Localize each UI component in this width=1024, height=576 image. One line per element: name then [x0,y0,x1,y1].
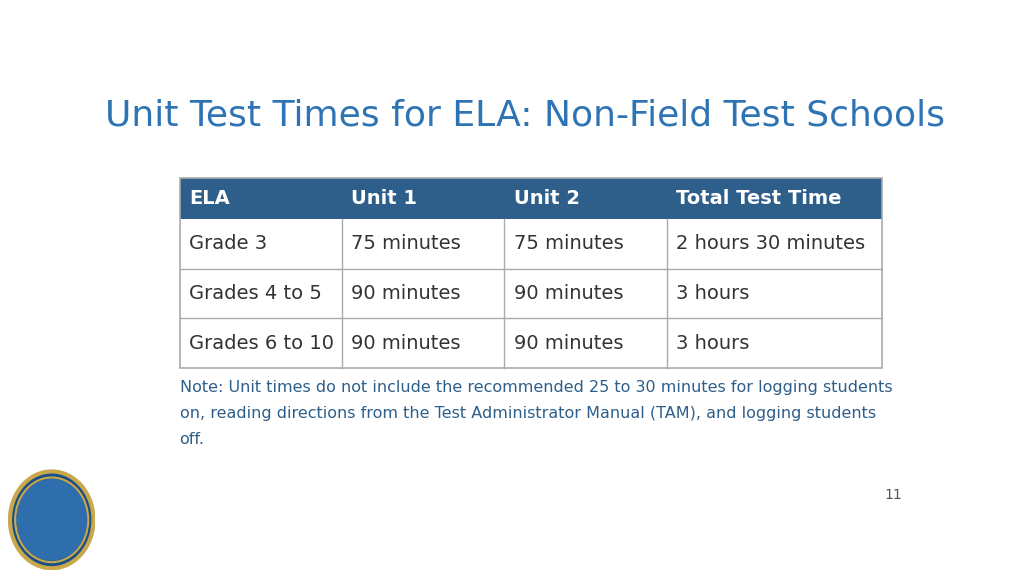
Text: Unit 1: Unit 1 [351,189,418,208]
Text: Note: Unit times do not include the recommended 25 to 30 minutes for logging stu: Note: Unit times do not include the reco… [179,381,892,396]
Text: 90 minutes: 90 minutes [514,284,624,303]
FancyBboxPatch shape [179,268,882,319]
Text: 3 hours: 3 hours [676,284,750,303]
Text: 3 hours: 3 hours [676,334,750,353]
Text: Unit Test Times for ELA: Non-Field Test Schools: Unit Test Times for ELA: Non-Field Test … [104,98,945,132]
Text: 75 minutes: 75 minutes [351,234,461,253]
Text: 75 minutes: 75 minutes [514,234,624,253]
Circle shape [10,471,93,568]
Text: Grade 3: Grade 3 [189,234,267,253]
Text: 90 minutes: 90 minutes [514,334,624,353]
Text: ELA: ELA [189,189,229,208]
Text: 11: 11 [884,487,902,502]
Text: Grades 6 to 10: Grades 6 to 10 [189,334,334,353]
Text: Unit 2: Unit 2 [514,189,580,208]
FancyBboxPatch shape [179,319,882,368]
Text: 2 hours 30 minutes: 2 hours 30 minutes [676,234,865,253]
Text: 90 minutes: 90 minutes [351,284,461,303]
FancyBboxPatch shape [179,178,882,219]
FancyBboxPatch shape [179,219,882,268]
Text: off.: off. [179,432,205,447]
Text: 90 minutes: 90 minutes [351,334,461,353]
Text: Total Test Time: Total Test Time [676,189,842,208]
Text: Grades 4 to 5: Grades 4 to 5 [189,284,322,303]
Circle shape [16,479,86,560]
Text: on, reading directions from the Test Administrator Manual (TAM), and logging stu: on, reading directions from the Test Adm… [179,406,876,421]
